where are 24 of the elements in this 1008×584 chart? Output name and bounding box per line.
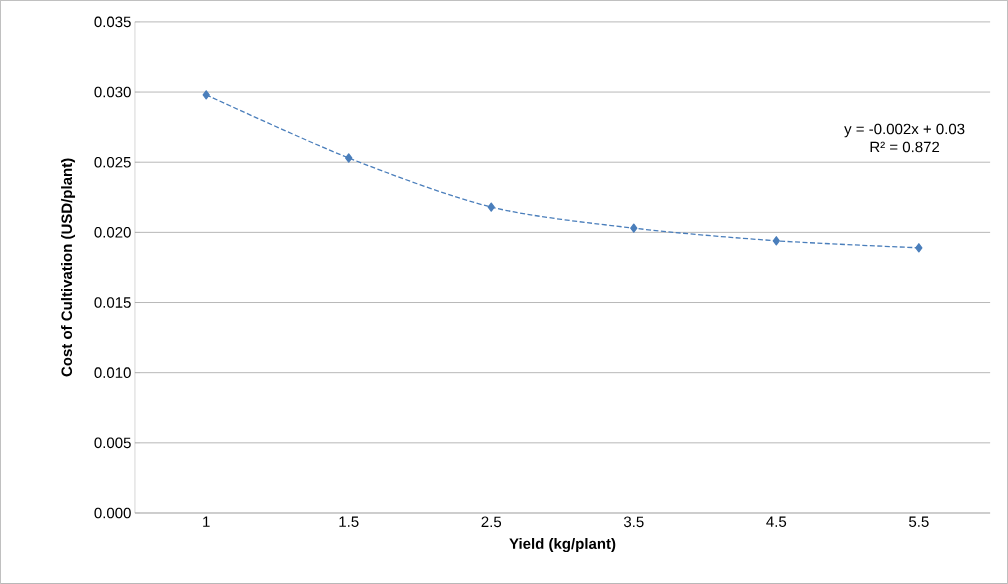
x-tick-label: 1	[203, 516, 210, 527]
x-tick-label: 2.5	[481, 516, 502, 528]
point	[630, 223, 638, 233]
y-tick-label: 0.015	[94, 297, 131, 308]
point	[772, 236, 780, 246]
x-tick-label: 3.5	[623, 516, 644, 528]
point	[487, 202, 495, 212]
y-tick-label: 0.000	[94, 507, 131, 519]
x-tick-label: 1.5	[339, 516, 359, 528]
annotation: y = -0.002x + 0.03	[844, 123, 965, 138]
annotation: R² = 0.872	[870, 141, 940, 153]
y-tick-label: 0.010	[94, 367, 131, 379]
point	[345, 153, 353, 163]
y-tick-label: 0.005	[94, 437, 131, 449]
y-axis-title: Cost of Cultivation (USD/plant)	[61, 158, 76, 377]
x-tick-label: 5.5	[909, 516, 929, 528]
y-tick-label: 0.025	[94, 156, 131, 168]
y-tick-label: 0.020	[94, 227, 131, 238]
point	[915, 243, 923, 253]
x-axis-title: Yield (kg/plant)	[509, 538, 616, 553]
y-tick-label: 0.035	[94, 16, 131, 28]
point	[202, 90, 210, 100]
y-tick-label: 0.030	[94, 86, 131, 98]
x-tick-label: 4.5	[766, 516, 787, 528]
